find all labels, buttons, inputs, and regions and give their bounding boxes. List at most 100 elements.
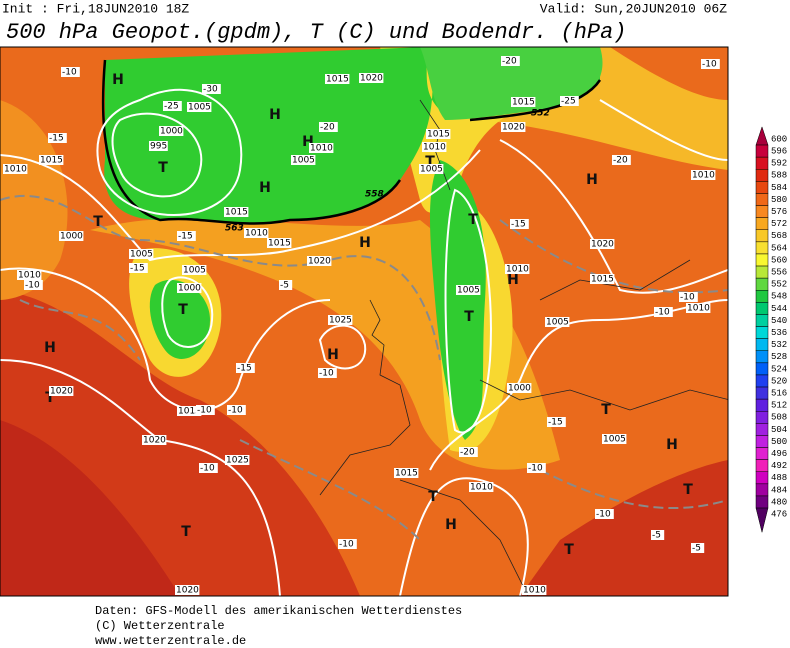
isobar-label-box (244, 228, 269, 238)
color-swatch (755, 193, 769, 206)
isobar-label: 1010 (4, 165, 27, 175)
color-scale-label: 536 (771, 328, 787, 338)
cold-core (430, 160, 486, 440)
footer-line: Daten: GFS-Modell des amerikanischen Wet… (95, 604, 462, 618)
color-scale-label: 540 (771, 316, 787, 326)
temperature-label: -10 (25, 281, 40, 291)
color-swatch (755, 126, 769, 146)
isobar-label: 1015 (40, 156, 63, 166)
color-scale-label: 480 (771, 497, 787, 507)
temperature-label: -25 (164, 102, 179, 112)
pressure-center: H (359, 235, 371, 251)
temperature-label-box (318, 368, 337, 378)
temperature-label-box (654, 307, 673, 317)
isobar-label-box (187, 102, 212, 112)
isobar-label-box (545, 317, 570, 327)
color-swatch (755, 326, 769, 339)
isobar-label-box (325, 74, 350, 84)
isobar-label: 1020 (308, 257, 331, 267)
color-scale-label: 512 (771, 401, 787, 411)
color-swatch (755, 277, 769, 291)
temperature-label: -25 (561, 97, 576, 107)
pressure-center: T (178, 302, 188, 318)
color-scale-label: 528 (771, 352, 787, 362)
temperature-label-box (24, 280, 43, 290)
temperature-label: -10 (228, 406, 243, 416)
isobar-label: 1005 (130, 250, 153, 260)
isobar-label: 1000 (508, 384, 531, 394)
temperature-label: -10 (680, 293, 695, 303)
color-scale-label: 496 (771, 449, 787, 459)
temperature-label-box (527, 463, 546, 473)
color-swatch (755, 507, 769, 533)
color-swatch (755, 181, 769, 194)
isobar-label-box (590, 239, 615, 249)
isobar-label: 1020 (176, 586, 199, 596)
isobar-label-box (39, 155, 64, 165)
color-scale-label: 600 (771, 134, 787, 144)
init-time: Init : Fri,18JUN2010 18Z (2, 1, 189, 16)
isobar-label: 1005 (603, 435, 626, 445)
color-scale-label: 588 (771, 171, 787, 181)
temperature-label-box (279, 280, 293, 290)
color-scale-label: 524 (771, 364, 787, 374)
isobar-label: 1025 (226, 456, 249, 466)
pressure-center: T (464, 309, 474, 325)
pressure-center: H (586, 172, 598, 188)
temperature-label: -10 (319, 369, 334, 379)
footer-line: www.wetterzentrale.de (95, 634, 246, 648)
color-swatch (755, 483, 769, 497)
isobar-label-box (686, 303, 711, 313)
isobar-label-box (142, 435, 167, 445)
isobar-label: 1010 (310, 144, 333, 154)
map-frame (0, 46, 729, 597)
isobar-label: 1015 (178, 407, 201, 417)
isobar-label: 1015 (512, 98, 535, 108)
valid-time: Valid: Sun,20JUN2010 06Z (540, 1, 727, 16)
temperature-label-box (177, 231, 196, 241)
color-swatch (755, 362, 769, 376)
color-scale-label: 492 (771, 461, 787, 471)
pressure-center: T (158, 160, 168, 176)
temperature-label: -15 (511, 220, 526, 230)
pressure-center: T (428, 489, 438, 505)
isobar-label: 1020 (502, 123, 525, 133)
color-scale-label: 532 (771, 340, 787, 350)
temperature-label: -20 (320, 123, 335, 133)
pressure-center: H (302, 134, 314, 150)
footer: Daten: GFS-Modell des amerikanischen Wet… (95, 604, 462, 648)
isobar (499, 139, 728, 294)
isobar-label-box (590, 274, 615, 284)
isobar-label-box (307, 256, 332, 266)
color-swatch (755, 156, 769, 170)
isobar-label: 1020 (143, 436, 166, 446)
cold-core (420, 47, 603, 120)
isobar (599, 99, 728, 161)
isobar-label: 1015 (591, 275, 614, 285)
isobar-label-box (422, 142, 447, 152)
temperature-label-box (338, 539, 357, 549)
color-swatch (755, 435, 769, 448)
color-swatch (755, 411, 769, 424)
isobar (96, 88, 243, 216)
color-swatch (755, 169, 769, 182)
cool-region (0, 100, 68, 300)
color-scale-label: 596 (771, 146, 787, 156)
height-label: 558 (365, 190, 384, 200)
color-scale-label: 544 (771, 304, 787, 314)
isobar-label-box (426, 129, 451, 139)
isobar-label: 1010 (423, 143, 446, 153)
temperature-label-box (196, 405, 215, 415)
isobar-label: 1020 (591, 240, 614, 250)
isobar-label-box (511, 97, 536, 107)
pressure-center: T (468, 212, 478, 228)
isobar-label: 995 (150, 142, 167, 152)
isobar-label-box (456, 285, 481, 295)
color-scale-label: 584 (771, 183, 787, 193)
isobar-label-box (469, 482, 494, 492)
isobar-label-box (3, 164, 28, 174)
isobar-label-box (507, 383, 532, 393)
isobar-label: 1015 (326, 75, 349, 85)
pressure-center: H (269, 107, 281, 123)
